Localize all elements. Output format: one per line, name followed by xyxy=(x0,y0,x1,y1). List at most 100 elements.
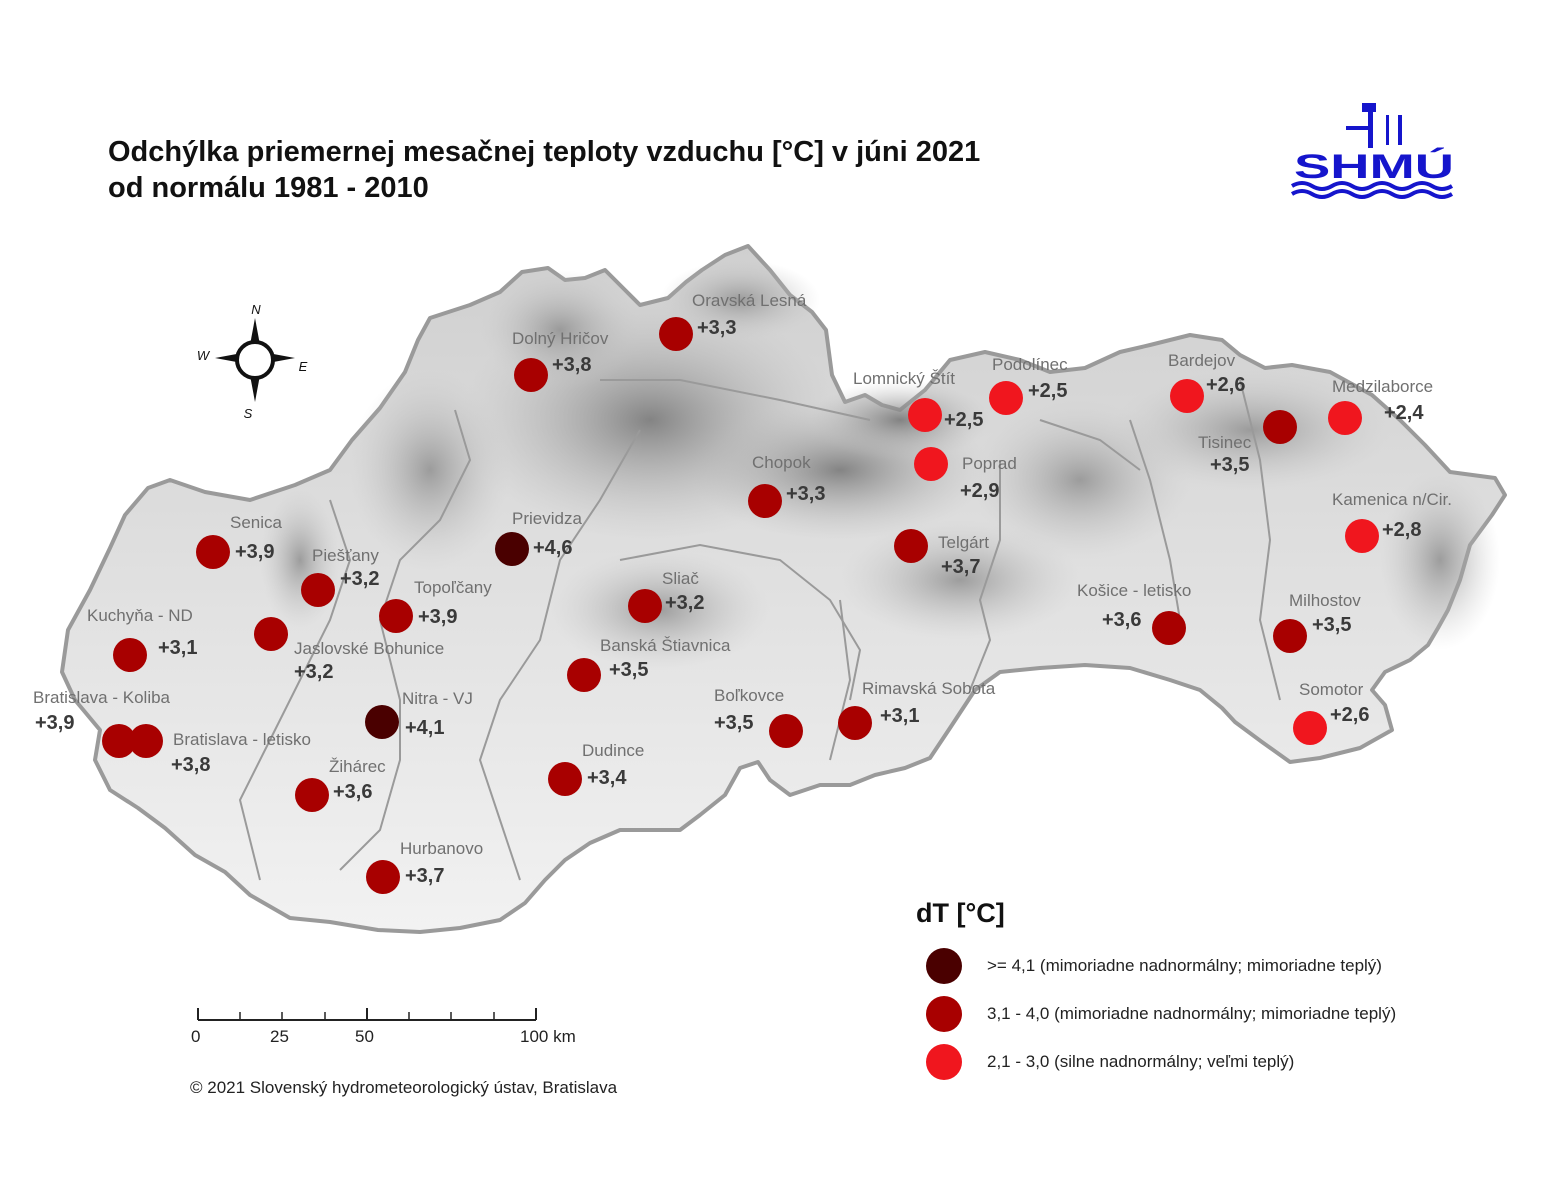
compass-e: E xyxy=(299,359,308,374)
station-value: +4,6 xyxy=(533,537,572,559)
station-marker[interactable] xyxy=(366,860,400,894)
station-piestany[interactable]: Piešťany +3,2 xyxy=(301,546,379,607)
station-marker[interactable] xyxy=(1328,401,1362,435)
station-bardejov[interactable]: Bardejov +2,6 xyxy=(1168,351,1245,413)
station-value: +3,2 xyxy=(340,568,379,590)
station-value: +3,7 xyxy=(941,556,980,578)
station-marker[interactable] xyxy=(379,599,413,633)
station-value: +2,5 xyxy=(1028,380,1067,402)
legend-swatch xyxy=(926,1044,962,1080)
station-sliac[interactable]: Sliač +3,2 xyxy=(628,569,704,623)
station-podolinec[interactable]: Podolínec +2,5 xyxy=(989,355,1068,415)
station-bratislava-koliba[interactable]: Bratislava - Koliba +3,9 xyxy=(33,688,171,758)
station-poprad[interactable]: Poprad +2,9 xyxy=(914,447,1017,502)
station-tisinec[interactable]: Tisinec +3,5 xyxy=(1198,410,1297,476)
station-nitra-vj[interactable]: Nitra - VJ +4,1 xyxy=(365,689,473,739)
station-marker[interactable] xyxy=(129,724,163,758)
station-marker[interactable] xyxy=(894,529,928,563)
station-name: Oravská Lesná xyxy=(692,291,807,310)
station-milhostov[interactable]: Milhostov +3,5 xyxy=(1273,591,1361,653)
map-title-line1: Odchýlka priemernej mesačnej teploty vzd… xyxy=(108,136,981,168)
station-marker[interactable] xyxy=(301,573,335,607)
station-banska-stiavnica[interactable]: Banská Štiavnica +3,5 xyxy=(567,636,731,692)
station-name: Jaslovské Bohunice xyxy=(294,639,444,658)
station-name: Senica xyxy=(230,513,283,532)
station-name: Sliač xyxy=(662,569,699,588)
station-value: +3,6 xyxy=(333,781,372,803)
station-name: Košice - letisko xyxy=(1077,581,1191,600)
station-marker[interactable] xyxy=(1170,379,1204,413)
scale-label-0: 0 xyxy=(191,1027,201,1046)
station-dolny-hricov[interactable]: Dolný Hričov +3,8 xyxy=(512,329,609,392)
station-name: Banská Štiavnica xyxy=(600,636,731,655)
station-marker[interactable] xyxy=(914,447,948,481)
station-value: +2,6 xyxy=(1206,374,1245,396)
station-name: Somotor xyxy=(1299,680,1364,699)
station-marker[interactable] xyxy=(769,714,803,748)
station-marker[interactable] xyxy=(113,638,147,672)
station-chopok[interactable]: Chopok +3,3 xyxy=(748,453,825,518)
station-value: +3,8 xyxy=(171,754,210,776)
station-senica[interactable]: Senica +3,9 xyxy=(196,513,283,569)
station-marker[interactable] xyxy=(1152,611,1186,645)
station-telgart[interactable]: Telgárt +3,7 xyxy=(894,529,989,578)
station-lomnicky-stit[interactable]: Lomnický Štít +2,5 xyxy=(853,369,983,432)
station-kosice[interactable]: Košice - letisko +3,6 xyxy=(1077,581,1191,645)
station-marker[interactable] xyxy=(628,589,662,623)
station-marker[interactable] xyxy=(838,706,872,740)
station-bolkovce[interactable]: Boľkovce +3,5 xyxy=(714,686,803,748)
station-value: +2,6 xyxy=(1330,704,1369,726)
station-name: Hurbanovo xyxy=(400,839,483,858)
station-marker[interactable] xyxy=(1273,619,1307,653)
station-value: +3,5 xyxy=(609,659,648,681)
station-somotor[interactable]: Somotor +2,6 xyxy=(1293,680,1369,745)
station-marker[interactable] xyxy=(514,358,548,392)
station-marker[interactable] xyxy=(567,658,601,692)
station-marker[interactable] xyxy=(989,381,1023,415)
station-marker[interactable] xyxy=(196,535,230,569)
station-name: Podolínec xyxy=(992,355,1068,374)
station-rimavska-sobota[interactable]: Rimavská Sobota +3,1 xyxy=(838,679,996,740)
station-value: +3,2 xyxy=(665,592,704,614)
station-value: +3,6 xyxy=(1102,609,1141,631)
station-value: +2,9 xyxy=(960,480,999,502)
station-kamenica[interactable]: Kamenica n/Cir. +2,8 xyxy=(1332,490,1452,553)
station-marker[interactable] xyxy=(102,724,136,758)
station-value: +3,3 xyxy=(786,483,825,505)
station-marker[interactable] xyxy=(748,484,782,518)
station-marker[interactable] xyxy=(1293,711,1327,745)
station-bratislava-letisko[interactable]: Bratislava - letisko +3,8 xyxy=(129,724,311,776)
station-topolcany[interactable]: Topoľčany +3,9 xyxy=(379,578,492,633)
station-kuchyna[interactable]: Kuchyňa - ND +3,1 xyxy=(87,606,197,672)
station-prievidza[interactable]: Prievidza +4,6 xyxy=(495,509,582,566)
map-title: Odchýlka priemernej mesačnej teploty vzd… xyxy=(108,134,980,206)
station-marker[interactable] xyxy=(295,778,329,812)
station-marker[interactable] xyxy=(1345,519,1379,553)
station-name: Kamenica n/Cir. xyxy=(1332,490,1452,509)
station-oravska-lesna[interactable]: Oravská Lesná +3,3 xyxy=(659,291,807,351)
legend-swatch xyxy=(926,996,962,1032)
station-medzilaborce[interactable]: Medzilaborce +2,4 xyxy=(1328,377,1433,435)
station-ziharec[interactable]: Žihárec +3,6 xyxy=(295,757,386,812)
station-name: Topoľčany xyxy=(414,578,492,597)
station-marker[interactable] xyxy=(254,617,288,651)
station-name: Prievidza xyxy=(512,509,582,528)
station-value: +3,9 xyxy=(418,606,457,628)
station-name: Tisinec xyxy=(1198,433,1252,452)
station-marker[interactable] xyxy=(1263,410,1297,444)
station-dudince[interactable]: Dudince +3,4 xyxy=(548,741,644,796)
station-marker[interactable] xyxy=(908,398,942,432)
station-name: Dolný Hričov xyxy=(512,329,609,348)
station-marker[interactable] xyxy=(548,762,582,796)
stations: Oravská Lesná +3,3 Dolný Hričov +3,8 Lom… xyxy=(33,291,1452,894)
legend-label: 2,1 - 3,0 (silne nadnormálny; veľmi tepl… xyxy=(987,1052,1295,1071)
station-hurbanovo[interactable]: Hurbanovo +3,7 xyxy=(366,839,483,894)
station-marker[interactable] xyxy=(659,317,693,351)
compass-n: N xyxy=(251,302,261,317)
station-marker[interactable] xyxy=(365,705,399,739)
station-value: +3,1 xyxy=(880,705,919,727)
station-jaslovske-bohunice[interactable]: Jaslovské Bohunice +3,2 xyxy=(254,617,444,683)
station-value: +3,5 xyxy=(1210,454,1249,476)
station-marker[interactable] xyxy=(495,532,529,566)
